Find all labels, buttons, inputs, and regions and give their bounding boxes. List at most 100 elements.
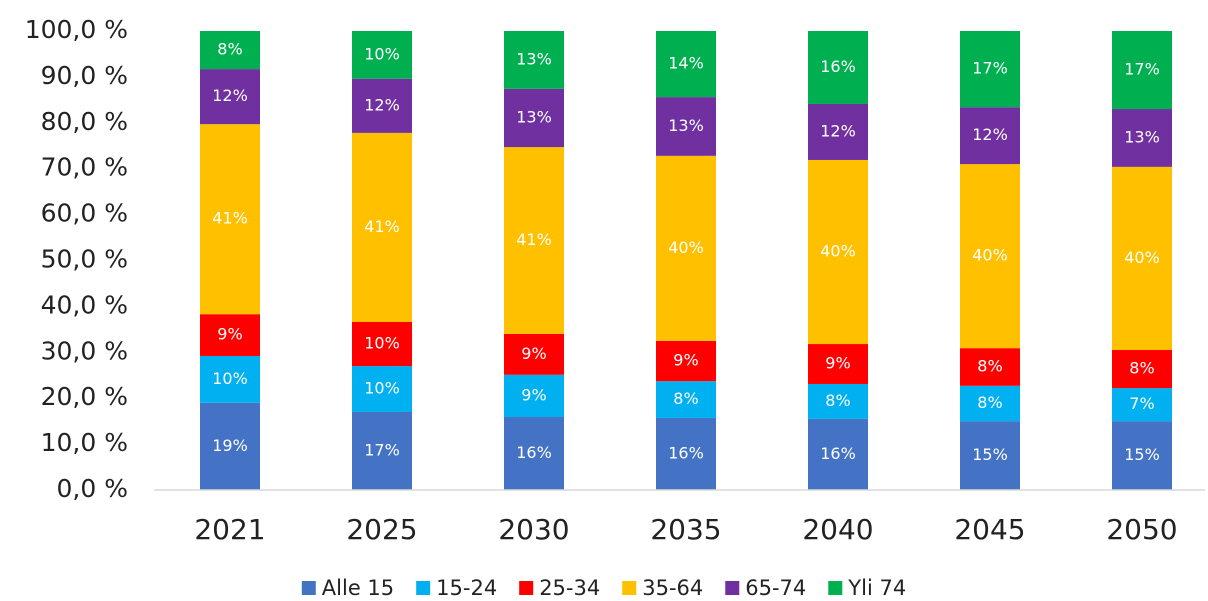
data-label: 8% [217, 40, 242, 59]
bar-segment [808, 418, 868, 490]
bar-segment [200, 314, 260, 356]
bar-segment [960, 164, 1020, 349]
bar-segment [352, 322, 412, 367]
bar-segment [1112, 421, 1172, 490]
data-label: 17% [972, 59, 1008, 78]
y-tick-label: 70,0 % [41, 153, 128, 182]
data-label: 8% [673, 389, 698, 408]
data-label: 8% [977, 393, 1002, 412]
bar-segment [504, 417, 564, 490]
data-label: 16% [668, 443, 704, 462]
x-tick-label: 2021 [194, 513, 265, 546]
bar-segment [656, 417, 716, 490]
x-tick-label: 2050 [1106, 513, 1177, 546]
data-label: 13% [1124, 127, 1160, 146]
data-label: 17% [1124, 60, 1160, 79]
data-label: 12% [364, 95, 400, 114]
bar-segment [352, 132, 412, 323]
bar-segment [960, 385, 1020, 422]
bar-segment [808, 383, 868, 419]
data-label: 41% [516, 230, 552, 249]
data-label: 15% [972, 445, 1008, 464]
legend-swatch [416, 581, 431, 595]
bar-segment [960, 348, 1020, 386]
bar-segment [808, 103, 868, 160]
y-tick-label: 90,0 % [41, 61, 128, 90]
y-tick-label: 80,0 % [41, 107, 128, 136]
legend-label: 35-64 [642, 576, 703, 600]
data-label: 10% [364, 334, 400, 353]
data-label: 8% [977, 356, 1002, 375]
bar-segment [656, 97, 716, 156]
data-label: 13% [516, 49, 552, 68]
x-tick-label: 2035 [650, 513, 721, 546]
bar-segment [200, 124, 260, 315]
data-label: 10% [364, 379, 400, 398]
y-tick-label: 60,0 % [41, 199, 128, 228]
bar-segment [656, 340, 716, 382]
y-tick-label: 30,0 % [41, 336, 128, 365]
bar-segment [1112, 350, 1172, 389]
bar-segment [1112, 109, 1172, 167]
data-label: 16% [516, 443, 552, 462]
data-label: 8% [1129, 359, 1154, 378]
bar-segment [504, 88, 564, 148]
bar-segment [352, 31, 412, 79]
bar-segment [200, 69, 260, 125]
bar-segment [504, 333, 564, 375]
legend-label: 25-34 [539, 576, 600, 600]
bar-segment [200, 355, 260, 403]
data-label: 14% [668, 54, 704, 73]
bar-segment [504, 147, 564, 334]
bar-segment [352, 78, 412, 133]
bar-segment [808, 159, 868, 345]
x-tick-label: 2030 [498, 513, 569, 546]
bar-segment [352, 366, 412, 412]
data-label: 9% [521, 385, 546, 404]
legend-swatch [828, 581, 843, 595]
data-label: 10% [212, 369, 248, 388]
y-tick-label: 20,0 % [41, 382, 128, 411]
bar-segment [504, 374, 564, 418]
bar-segment [808, 344, 868, 384]
legend-swatch [301, 581, 316, 595]
data-label: 12% [972, 125, 1008, 144]
bar-segment [808, 31, 868, 104]
bar-segment [656, 155, 716, 341]
data-label: 41% [364, 217, 400, 236]
bar-segment [1112, 388, 1172, 422]
bar-segment [200, 402, 260, 490]
bar-segment [1112, 166, 1172, 351]
data-label: 12% [212, 86, 248, 105]
data-label: 13% [516, 107, 552, 126]
bar-segment [352, 411, 412, 490]
bar-segment [1112, 31, 1172, 110]
data-label: 13% [668, 116, 704, 135]
data-label: 17% [364, 440, 400, 459]
data-label: 40% [820, 242, 856, 261]
y-tick-label: 50,0 % [41, 245, 128, 274]
data-label: 7% [1129, 394, 1154, 413]
x-tick-label: 2040 [802, 513, 873, 546]
legend-label: Alle 15 [322, 576, 394, 600]
data-label: 40% [668, 238, 704, 257]
data-label: 16% [820, 444, 856, 463]
data-label: 10% [364, 44, 400, 63]
bar-segment [656, 381, 716, 418]
data-label: 9% [521, 344, 546, 363]
y-tick-label: 0,0 % [57, 474, 128, 503]
bar-segment [960, 107, 1020, 165]
data-label: 9% [825, 354, 850, 373]
legend-label: 15-24 [436, 576, 497, 600]
legend-label: 65-74 [745, 576, 806, 600]
data-label: 12% [820, 121, 856, 140]
y-tick-label: 100,0 % [25, 15, 128, 44]
data-label: 8% [825, 391, 850, 410]
bar-segment [200, 31, 260, 70]
legend-label: Yli 74 [847, 576, 906, 600]
data-label: 40% [972, 246, 1008, 265]
data-label: 9% [673, 351, 698, 370]
legend-swatch [622, 581, 637, 595]
bar-segment [960, 31, 1020, 108]
bar-segment [656, 31, 716, 98]
